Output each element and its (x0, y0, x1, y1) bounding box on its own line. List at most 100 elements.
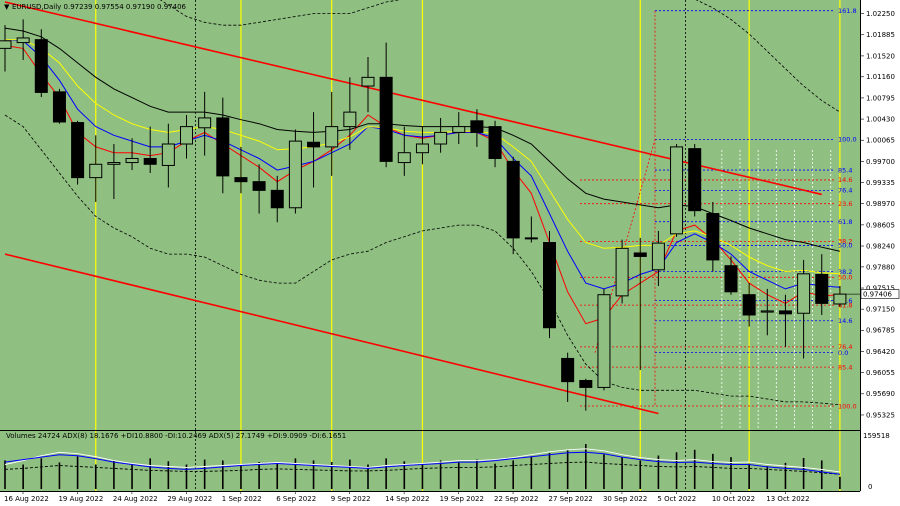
candle-body (833, 293, 847, 305)
price-axis (860, 0, 900, 506)
price-tick-label: 0.95325 (866, 411, 895, 419)
candle-body (125, 157, 139, 164)
candle-body (524, 237, 538, 240)
time-tick-label: 14 Sep 2022 (385, 495, 429, 503)
time-tick-label: 10 Oct 2022 (712, 495, 755, 503)
time-tick-label: 24 Aug 2022 (113, 495, 158, 503)
candle-body (633, 252, 647, 257)
candle-body (180, 126, 193, 145)
candle-body (742, 294, 756, 316)
candle-body (307, 141, 321, 148)
price-tick-label: 0.99335 (866, 179, 895, 187)
price-tick-label: 1.02250 (866, 10, 895, 18)
time-tick-label: 6 Sep 2022 (276, 495, 316, 503)
candle-body (52, 91, 66, 123)
fib-level-label: 61.8 (838, 301, 852, 309)
fib-level-label: 0.0 (838, 349, 848, 357)
candle-body (688, 148, 702, 212)
fib-level-label: 85.4 (838, 363, 852, 371)
candle-body (415, 143, 429, 154)
time-tick-label: 27 Sep 2022 (549, 495, 593, 503)
fib-level-label: 100.0 (838, 136, 857, 144)
candle-body (579, 379, 593, 388)
chart-header: EURUSD,Daily 0.97239 0.97554 0.97190 0.9… (12, 3, 187, 11)
indicator-header: Volumes 24724 ADX(8) 18.1676 +DI10.8800 … (6, 432, 346, 440)
fib-level-label: 50.0 (838, 274, 852, 282)
indicator-series (4, 444, 841, 489)
fib-level-label: 50.0 (838, 242, 852, 250)
time-tick-label: 19 Aug 2022 (58, 495, 103, 503)
fib-level-label: 61.8 (838, 218, 852, 226)
current-price-box (860, 289, 900, 299)
price-tick-label: 0.98970 (866, 200, 895, 208)
candle-body (325, 126, 339, 148)
fibonacci-levels: 161.8100.085.414.676.423.661.838.250.038… (580, 7, 857, 410)
bollinger-upper (159, 0, 841, 113)
indicator-pane-background (0, 431, 860, 491)
price-tick-label: 0.96785 (866, 327, 895, 335)
candle-body (815, 273, 829, 304)
price-tick-label: 1.01885 (866, 31, 895, 39)
candle-body (288, 140, 302, 209)
time-tick-label: 16 Aug 2022 (4, 495, 49, 503)
channel-line (4, 253, 659, 415)
time-tick-label: 9 Sep 2022 (331, 495, 371, 503)
volume-axis-top: 159518 (863, 432, 890, 440)
candle-body (34, 39, 48, 93)
candle-body (397, 152, 411, 164)
candle-body (724, 265, 738, 293)
candle-body (651, 242, 665, 271)
candle-body (760, 310, 774, 313)
candle-body (670, 146, 684, 235)
price-tick-label: 0.97150 (866, 306, 895, 314)
main-pane-background (0, 0, 860, 430)
adx-line (4, 451, 840, 475)
candle-body (597, 294, 611, 388)
candle-body (506, 160, 520, 239)
candle-body (379, 76, 393, 162)
price-tick-label: 0.95690 (866, 390, 895, 398)
price-tick-label: 0.99700 (866, 158, 895, 166)
plus-di-line (4, 448, 840, 473)
candle-body (470, 120, 484, 133)
candle-body (252, 181, 266, 191)
price-tick-label: 1.00065 (866, 137, 895, 145)
bollinger-bands (4, 0, 841, 406)
candle-body (161, 143, 175, 166)
price-tick-label: 0.96055 (866, 369, 895, 377)
fib-level-label: 161.8 (838, 7, 857, 15)
price-tick-label: 0.98240 (866, 242, 895, 250)
time-axis-ticks: 16 Aug 2022 19 Aug 2022 24 Aug 2022 29 Aug … (4, 491, 810, 503)
candle-body (778, 310, 792, 315)
price-tick-label: 0.98605 (866, 221, 895, 229)
price-tick-label: 1.00430 (866, 115, 895, 123)
candlesticks (0, 19, 860, 411)
candle-body (107, 162, 121, 165)
time-tick-label: 22 Sep 2022 (494, 495, 538, 503)
candle-body (361, 76, 375, 87)
trend-channel (4, 1, 822, 415)
fib-level-label: 38.2 (838, 238, 852, 246)
price-tick-label: 0.97880 (866, 263, 895, 271)
time-tick-label: 30 Sep 2022 (603, 495, 647, 503)
time-tick-label: 29 Aug 2022 (167, 495, 212, 503)
candle-body (488, 126, 502, 159)
candle-body (797, 273, 811, 314)
price-tick-label: 0.96420 (866, 348, 895, 356)
candle-body (0, 40, 12, 49)
volume-axis-bottom: 0 (868, 483, 872, 491)
candle-body (234, 177, 248, 183)
fib-level-label: 76.4 (838, 343, 852, 351)
candle-body (270, 189, 284, 209)
minus-di-line (4, 461, 840, 475)
price-tick-label: 1.00795 (866, 94, 895, 102)
candle-body (434, 131, 448, 145)
fib-level-label: 14.6 (838, 176, 852, 184)
time-axis (0, 491, 860, 506)
fib-level-label: 38.2 (838, 268, 852, 276)
price-tick-label: 0.97515 (866, 284, 895, 292)
time-tick-label: 5 Oct 2022 (657, 495, 696, 503)
chart-header-arrow: ▼ (4, 3, 10, 11)
candle-body (706, 213, 720, 261)
